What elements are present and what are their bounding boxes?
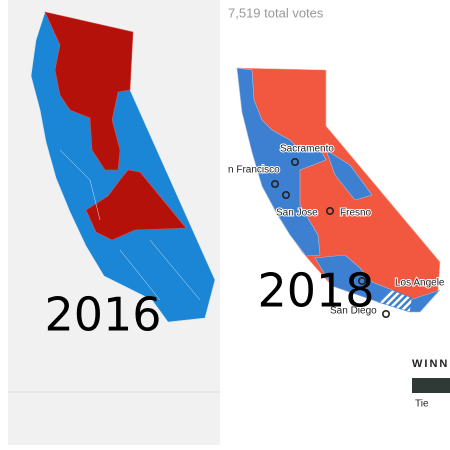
city-label: San Jose xyxy=(276,208,318,219)
legend-label: Tie xyxy=(415,399,429,410)
city-label: San Diego xyxy=(330,306,377,317)
county-tie xyxy=(377,289,413,313)
city-label: Sacramento xyxy=(280,144,334,155)
year-label: 2018 xyxy=(257,264,374,318)
county-red xyxy=(44,11,134,171)
county-blue xyxy=(314,254,393,303)
map-2018: Sacramento n Francisco San Jose Fresno L… xyxy=(227,67,446,318)
legend-swatch xyxy=(412,378,450,393)
year-label: 2016 xyxy=(44,288,161,342)
city-label: Los Angele xyxy=(395,278,445,289)
city-label: Fresno xyxy=(340,208,372,219)
total-votes: 7,519 total votes xyxy=(228,5,324,20)
county-red xyxy=(85,169,187,241)
legend-title: WINN xyxy=(412,358,449,370)
county-blue xyxy=(325,149,373,201)
city-label: n Francisco xyxy=(228,165,280,176)
county-blue xyxy=(236,67,327,257)
map-2016: 2016 xyxy=(30,11,216,342)
